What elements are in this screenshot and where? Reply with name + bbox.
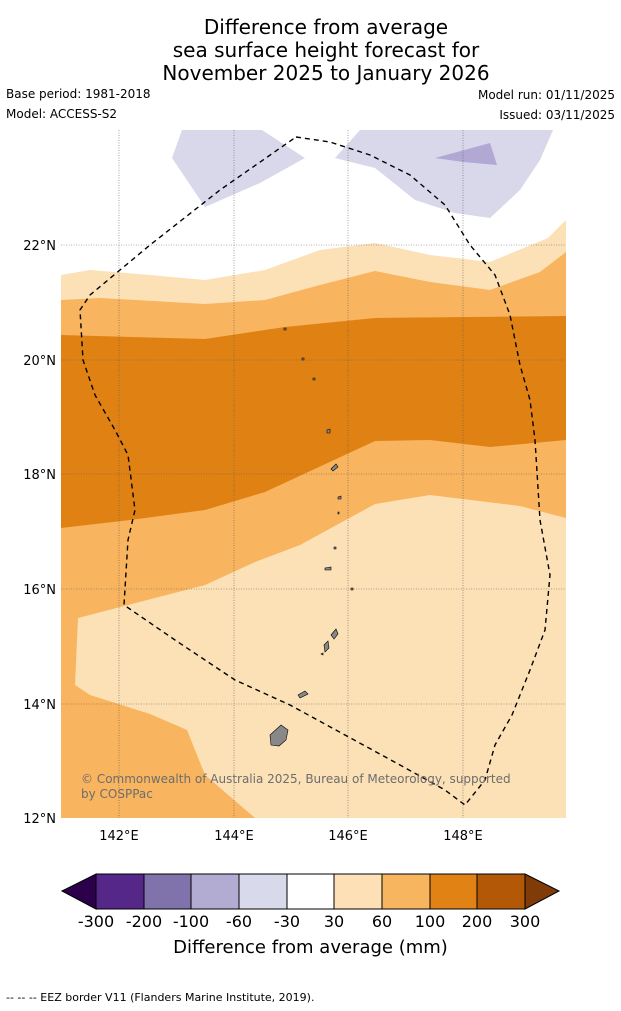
issued-text: Issued: 03/11/2025 (499, 108, 615, 122)
colorbar-tick: -300 (78, 912, 114, 931)
agrihan-island (326, 428, 331, 434)
lat-label: 16°N (23, 583, 56, 598)
farallon-island (283, 327, 287, 331)
saipan-island (330, 628, 339, 640)
colorbar-segment (286, 873, 335, 910)
eez-border (79, 136, 551, 806)
gridlines (61, 130, 566, 818)
colorbar-tick: -30 (274, 912, 300, 931)
title-line-1: Difference from average (203, 15, 449, 39)
colorbar-tick: -200 (126, 912, 162, 931)
contour-pos-100 (61, 316, 566, 528)
rota-island (297, 690, 309, 699)
contour-neg-light-left (172, 130, 305, 207)
chart-title: Difference from average sea surface heig… (0, 16, 621, 85)
colorbar-segment (333, 873, 383, 910)
asuncion-island (312, 377, 316, 381)
colorbar-tick: 60 (372, 912, 392, 931)
colorbar-tick: 300 (510, 912, 541, 931)
contour-neg-light-right (335, 130, 553, 218)
guguan-island (337, 511, 340, 515)
colorbar-tick-labels: -300 -200 -100 -60 -30 30 60 100 200 300 (78, 912, 540, 931)
latitude-labels: 22°N 20°N 18°N 16°N 14°N 12°N (23, 239, 56, 827)
colorbar-segment (238, 873, 288, 910)
colorbar-segment (476, 873, 526, 910)
colorbar-tick: -100 (173, 912, 209, 931)
colorbar-segment (143, 873, 192, 910)
map-area (61, 130, 566, 818)
aguijan-island (320, 652, 324, 656)
colorbar-tick: 100 (415, 912, 446, 931)
lat-label: 12°N (23, 812, 56, 827)
sarigan-island (333, 546, 337, 550)
colorbar-tick: 200 (462, 912, 493, 931)
copyright-notice: © Commonwealth of Australia 2025, Bureau… (81, 772, 511, 801)
anatahan-island (324, 566, 332, 571)
title-line-3: November 2025 to January 2026 (162, 61, 490, 85)
lat-label: 22°N (23, 239, 56, 254)
colorbar-tick: -60 (226, 912, 252, 931)
title-line-2: sea surface height forecast for (172, 38, 480, 62)
contour-neg-mid (435, 143, 497, 165)
lon-label: 144°E (214, 829, 254, 844)
contour-pos-30-south (75, 495, 566, 818)
colorbar-segment (381, 873, 431, 910)
colorbar-segment (60, 873, 97, 910)
base-period-text: Base period: 1981-2018 (6, 87, 151, 101)
lat-label: 18°N (23, 468, 56, 483)
lat-label: 20°N (23, 354, 56, 369)
mariana-islands (269, 327, 354, 747)
colorbar (60, 873, 561, 910)
longitude-labels: 142°E 144°E 146°E 148°E (99, 829, 483, 844)
model-run-text: Model run: 01/11/2025 (477, 88, 615, 102)
lon-label: 142°E (99, 829, 139, 844)
colorbar-segment (190, 873, 240, 910)
eez-legend-note: -- -- -- EEZ border V11 (Flanders Marine… (6, 991, 315, 1004)
tinian-island (323, 640, 330, 653)
guam-island (269, 724, 289, 747)
model-text: Model: ACCESS-S2 (6, 107, 118, 121)
pagan-island (330, 463, 339, 472)
colorbar-segment (429, 873, 478, 910)
colorbar-segment (95, 873, 145, 910)
colorbar-label: Difference from average (mm) (173, 937, 448, 958)
colorbar-segment (524, 873, 561, 910)
alamagan-island (337, 495, 342, 500)
lon-label: 146°E (328, 829, 368, 844)
lat-label: 14°N (23, 698, 56, 713)
lon-label: 148°E (443, 829, 483, 844)
colorbar-tick: 30 (324, 912, 344, 931)
